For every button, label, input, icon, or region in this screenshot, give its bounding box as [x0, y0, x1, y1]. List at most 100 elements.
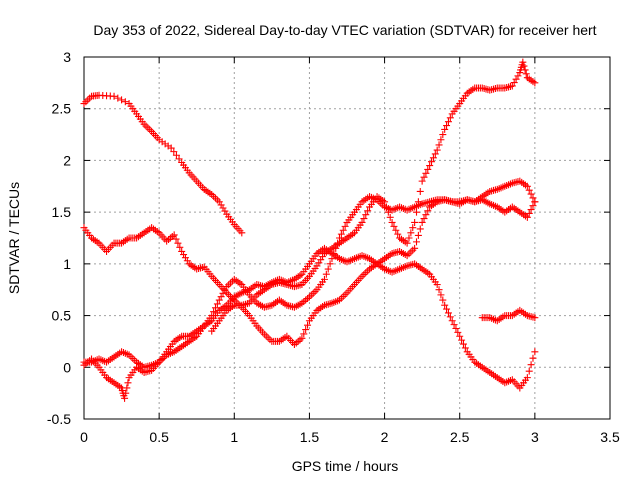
- data-point: [341, 222, 349, 230]
- data-point: [121, 98, 129, 106]
- data-point: [529, 194, 537, 202]
- x-tick-label: 1: [230, 429, 238, 445]
- series-track-a: [80, 91, 246, 237]
- data-point: [443, 305, 451, 313]
- data-point: [405, 250, 413, 258]
- data-point: [176, 243, 184, 251]
- plot-frame: [83, 56, 611, 420]
- data-point: [456, 332, 464, 340]
- tick-labels: 0 0.5 1 1.5 2 2.5 3 3.5 -0.5 0 0.5 1 1.5 2 2.5 3: [47, 49, 620, 445]
- data-point: [444, 309, 452, 317]
- data-point: [146, 126, 154, 134]
- data-point: [437, 136, 445, 144]
- data-point: [208, 312, 216, 320]
- data-point: [217, 201, 225, 209]
- data-point: [170, 231, 178, 239]
- data-point: [452, 325, 460, 332]
- data-point: [435, 141, 443, 149]
- data-point: [433, 146, 441, 154]
- data-point: [294, 337, 302, 345]
- data-point: [124, 379, 132, 387]
- data-point: [84, 96, 92, 104]
- data-point: [525, 367, 533, 375]
- data-point: [411, 218, 419, 226]
- data-point: [360, 215, 368, 223]
- data-point: [429, 154, 437, 162]
- series-track-c: [80, 244, 539, 402]
- data-point: [441, 301, 449, 309]
- data-point: [525, 186, 533, 194]
- data-point: [304, 295, 312, 303]
- data-point: [407, 229, 415, 237]
- data-point: [520, 62, 528, 70]
- data-point: [172, 235, 180, 243]
- y-tick-label: -0.5: [47, 411, 71, 427]
- data-point: [364, 207, 372, 215]
- data-point: [118, 96, 126, 104]
- data-point: [296, 336, 304, 344]
- data-point: [405, 234, 413, 242]
- data-point: [422, 169, 430, 177]
- data-point: [304, 321, 312, 329]
- data-point: [307, 291, 315, 299]
- data-point: [221, 207, 229, 215]
- data-point: [443, 122, 451, 130]
- x-tick-label: 2: [381, 429, 389, 445]
- data-point: [225, 281, 233, 289]
- y-tick-label: 0.5: [52, 308, 72, 324]
- x-tick-label: 3: [531, 429, 539, 445]
- data-point: [448, 317, 456, 325]
- data-point: [418, 177, 426, 185]
- data-point: [392, 205, 400, 213]
- data-point: [461, 344, 469, 352]
- data-point: [328, 255, 336, 263]
- data-point: [114, 94, 122, 102]
- data-point: [446, 313, 454, 321]
- data-point: [381, 198, 389, 206]
- axis-ticks: [83, 56, 611, 420]
- data-point: [362, 211, 370, 219]
- data-point: [324, 265, 332, 273]
- data-point: [523, 182, 531, 190]
- data-point: [508, 82, 516, 90]
- series-track-f: [478, 306, 539, 325]
- data-point: [426, 162, 434, 170]
- data-point: [317, 256, 325, 264]
- data-point: [523, 374, 531, 382]
- data-point: [525, 209, 533, 217]
- data-point: [181, 254, 189, 262]
- data-point: [422, 211, 430, 219]
- data-point: [519, 58, 527, 66]
- data-markers: [80, 58, 539, 402]
- data-point: [531, 79, 539, 87]
- data-point: [337, 230, 345, 238]
- data-point: [523, 213, 531, 221]
- data-point: [358, 218, 366, 226]
- data-point: [411, 244, 419, 252]
- data-point: [142, 122, 150, 130]
- data-point: [210, 192, 218, 200]
- data-point: [82, 98, 90, 106]
- data-point: [521, 66, 529, 74]
- data-point: [424, 207, 432, 215]
- data-point: [180, 251, 188, 259]
- data-point: [183, 257, 191, 265]
- data-point: [166, 234, 174, 242]
- data-point: [450, 321, 458, 329]
- data-point: [428, 158, 436, 166]
- data-point: [394, 230, 402, 238]
- data-point: [213, 300, 221, 308]
- data-point: [122, 389, 130, 397]
- data-point: [262, 332, 270, 340]
- data-point: [416, 225, 424, 233]
- data-point: [399, 205, 407, 213]
- data-point: [311, 288, 319, 296]
- data-point: [330, 250, 338, 258]
- data-point: [305, 293, 313, 301]
- data-point: [435, 286, 443, 294]
- data-point: [212, 304, 219, 312]
- data-point: [80, 100, 88, 108]
- data-point: [300, 330, 308, 338]
- data-point: [392, 226, 400, 234]
